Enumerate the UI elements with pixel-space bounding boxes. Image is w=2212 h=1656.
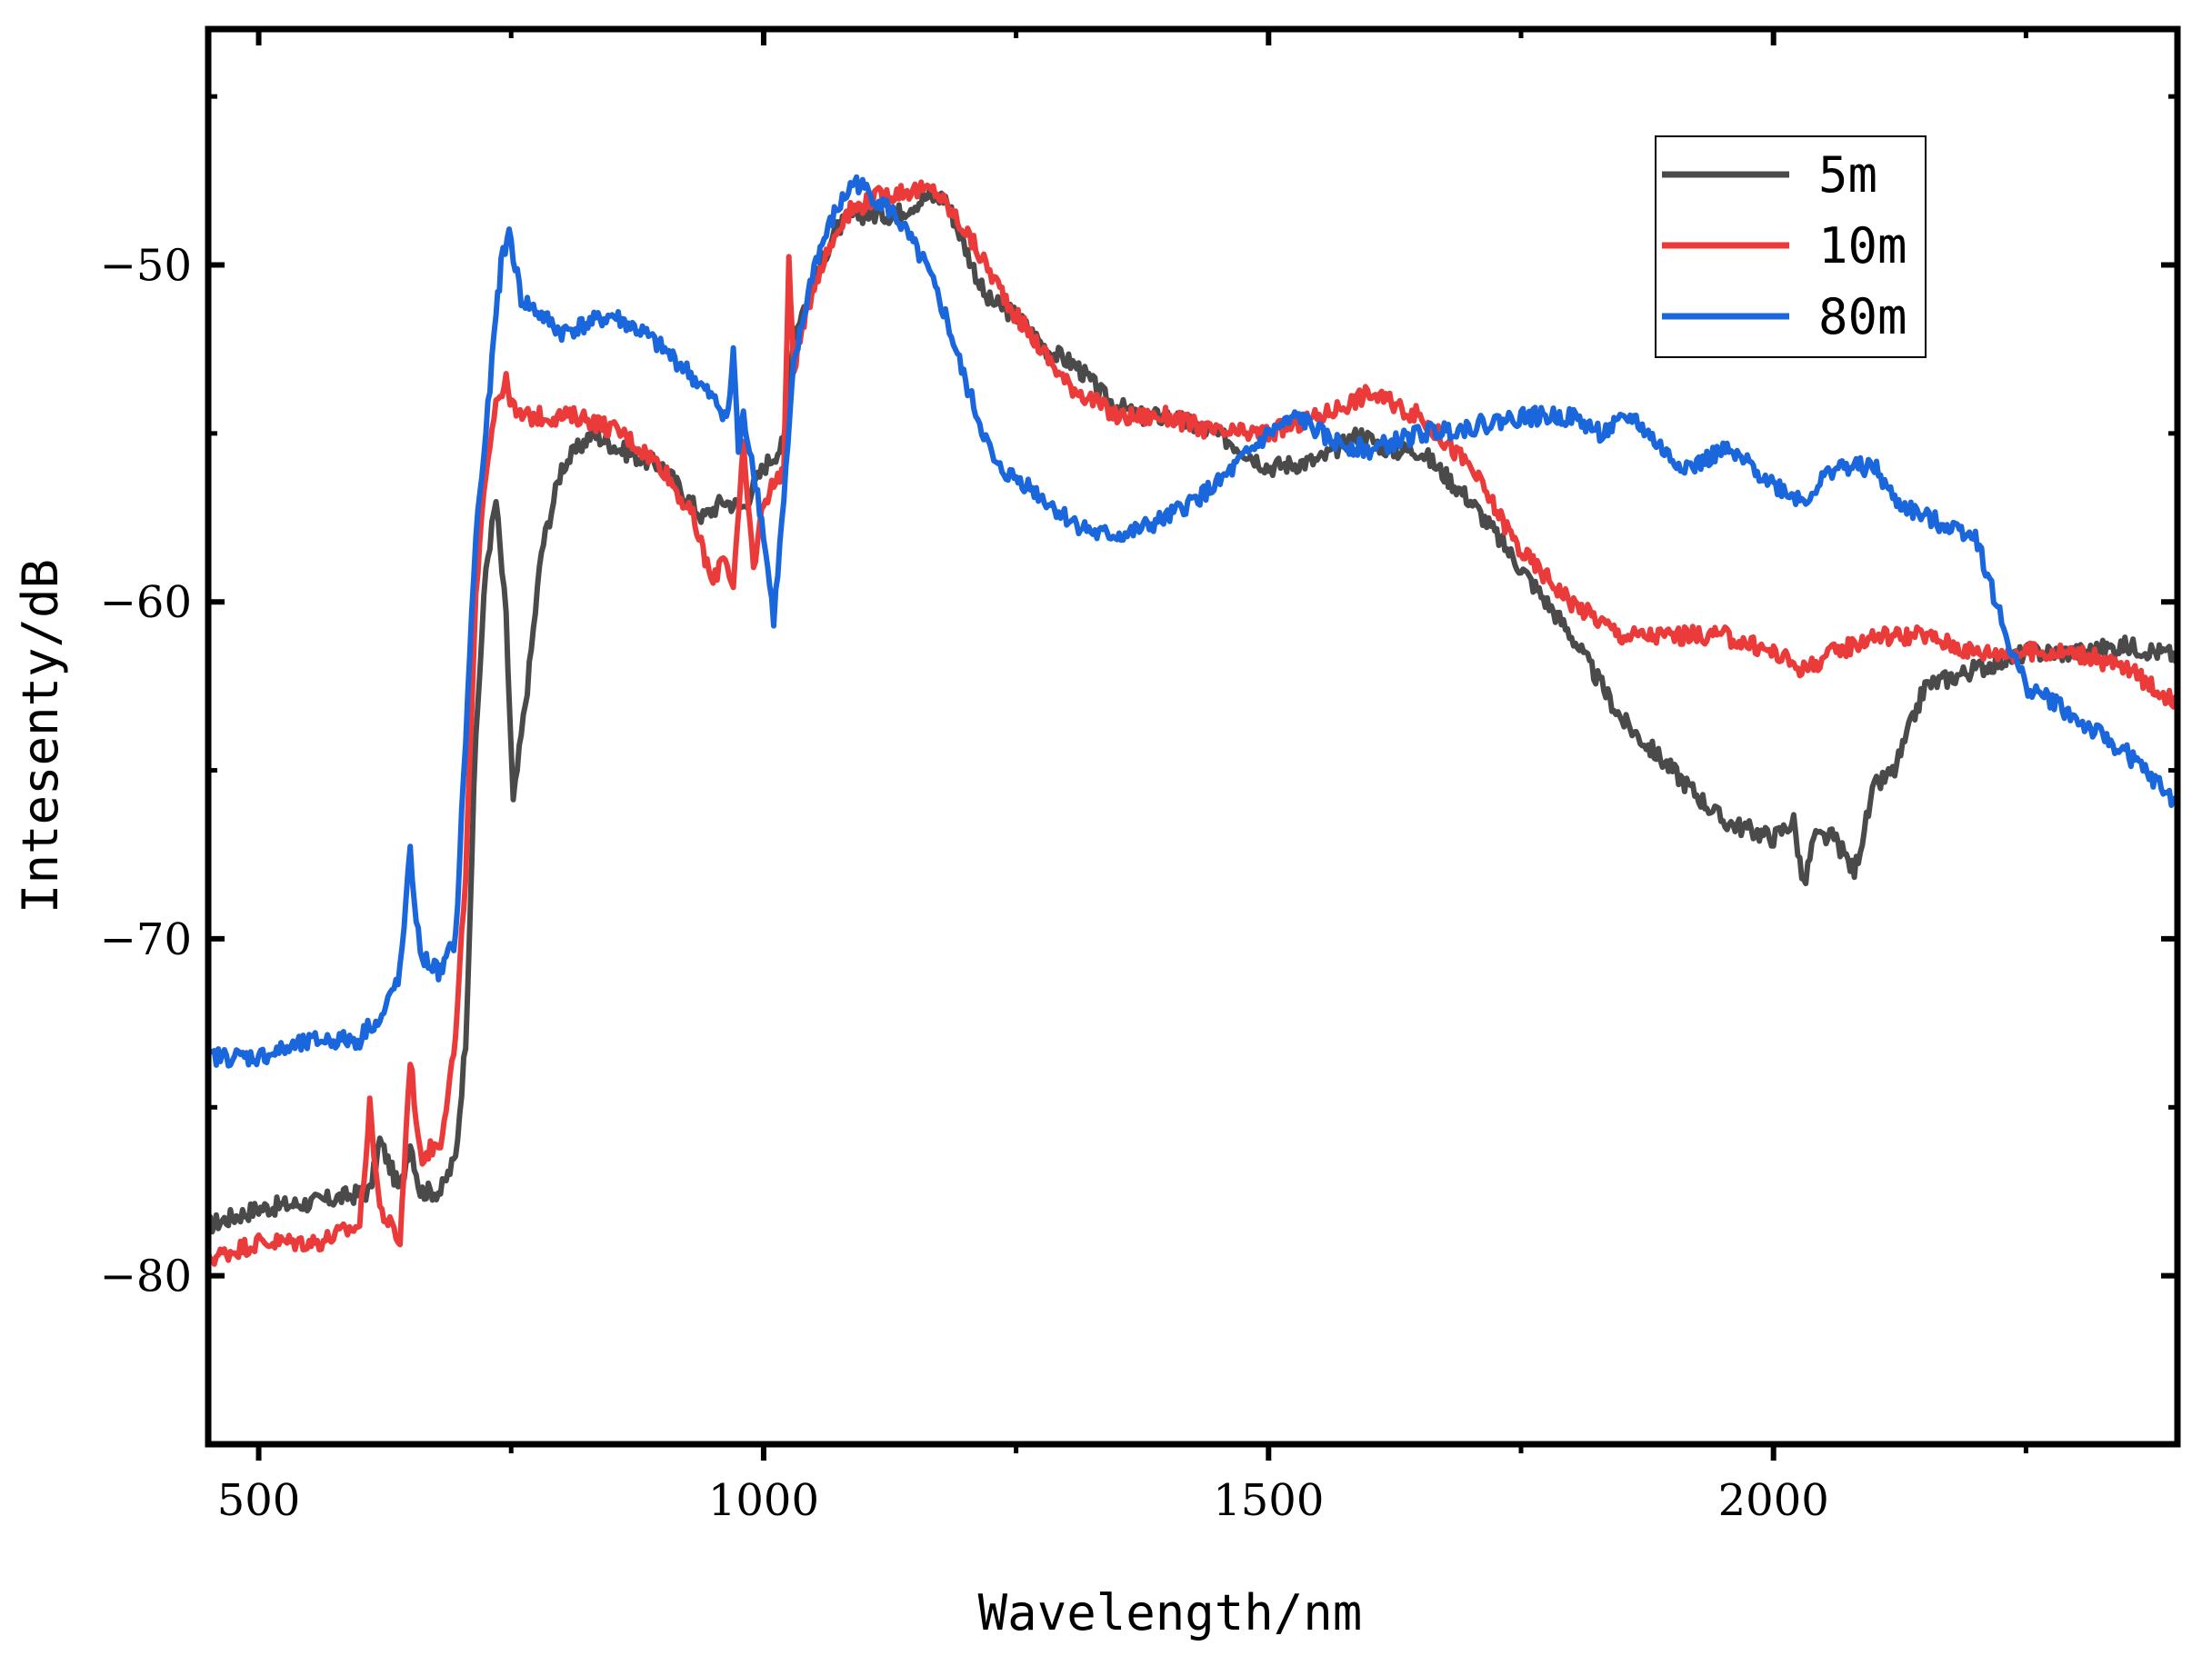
legend-label-5m: 5m [1818, 146, 1877, 204]
x-tick-label-1000: 1000 [708, 1475, 819, 1526]
plot-frame [205, 25, 2181, 1448]
series-layer [205, 174, 2180, 1267]
y-tick-label--80: −80 [100, 1252, 192, 1302]
ticks-layer: 500 1000 1500 2000 −50 −60 −70 −80 [100, 29, 2177, 1526]
y-tick-label--50: −50 [100, 241, 192, 292]
y-tick-label--60: −60 [100, 577, 192, 628]
legend-label-10m: 10m [1818, 217, 1907, 274]
x-axis-title: Wavelength/nm [978, 1584, 1363, 1641]
series-line-80m [205, 174, 2180, 1069]
series-line-10m [205, 179, 2180, 1267]
x-tick-label-2000: 2000 [1718, 1475, 1829, 1526]
legend-label-80m: 80m [1818, 288, 1907, 345]
y-tick-label--70: −70 [100, 914, 192, 965]
x-tick-label-1500: 1500 [1213, 1475, 1324, 1526]
y-axis-title: Intesenty/dB [12, 559, 69, 913]
legend: 5m 10m 80m [1655, 135, 1927, 358]
x-tick-label-500: 500 [217, 1475, 301, 1526]
